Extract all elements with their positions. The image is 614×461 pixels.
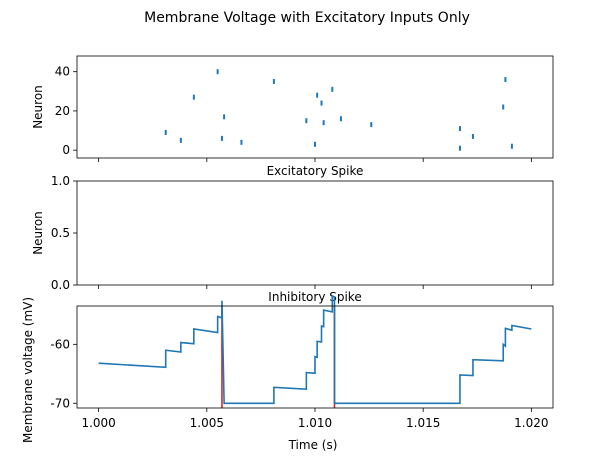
voltage-panel: Inhibitory Spike -60-70 1.000 1.005 1.010 1… (21, 290, 554, 452)
excitatory-y-tick-label: 1.0 (51, 174, 70, 188)
voltage-series (98, 294, 532, 405)
voltage-y-ticks: -60 -70 (50, 337, 77, 410)
excitatory-x-ticks (98, 285, 532, 289)
time-x-tick-label: 1.000 (81, 416, 115, 430)
voltage-y-tick-label: -60 (50, 337, 70, 351)
excitatory-y-ticks: 0.0 0.5 1.0 (51, 174, 77, 292)
raster-panel: 0 20 40 Neuron (31, 55, 554, 162)
raster-y-ticks: 0 20 40 (55, 65, 77, 157)
raster-y-tick-label: 40 (55, 65, 70, 79)
voltage-x-ticks: 1.000 1.005 1.010 1.015 1.020 (81, 408, 549, 430)
figure-title: Membrane Voltage with Excitatory Inputs … (144, 10, 470, 26)
excitatory-plot-frame (76, 180, 554, 286)
time-x-tick-label: 1.010 (298, 416, 332, 430)
excitatory-panel-title: Excitatory Spike (267, 164, 364, 178)
time-x-tick-label: 1.020 (514, 416, 548, 430)
excitatory-y-label: Neuron (31, 211, 45, 255)
voltage-y-label: Membrane voltage (mV) (21, 297, 35, 443)
raster-y-tick-label: 20 (55, 104, 70, 118)
membrane-voltage-line (98, 294, 532, 405)
raster-y-label: Neuron (31, 85, 45, 129)
excitatory-y-tick-label: 0.5 (51, 226, 70, 240)
time-x-tick-label: 1.015 (406, 416, 440, 430)
raster-y-tick-label: 0 (62, 143, 70, 157)
excitatory-panel: Excitatory Spike 0.0 0.5 1.0 Neuron (31, 164, 554, 292)
time-x-label: Time (s) (288, 438, 338, 452)
inhibitory-panel-title: Inhibitory Spike (268, 290, 361, 304)
voltage-y-tick-label: -70 (50, 396, 70, 410)
raster-x-ticks (98, 158, 532, 162)
excitatory-y-tick-label: 0.0 (51, 278, 70, 292)
time-x-tick-label: 1.005 (190, 416, 224, 430)
raster-points (164, 69, 513, 151)
